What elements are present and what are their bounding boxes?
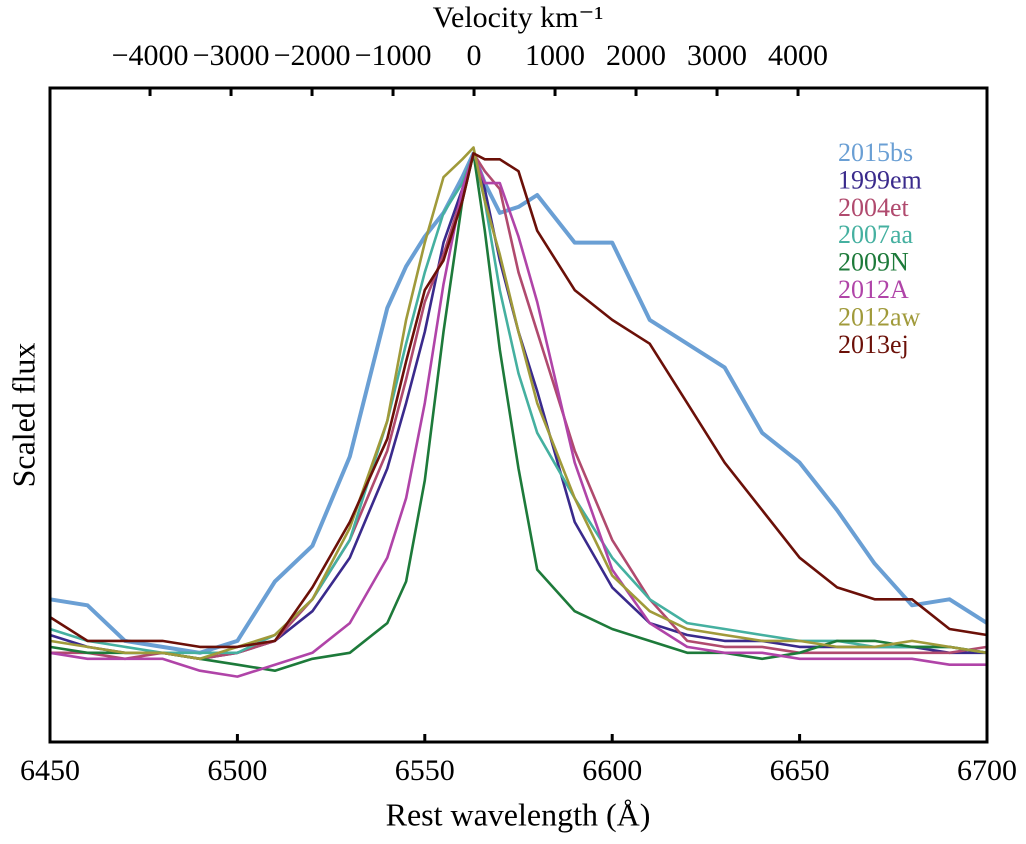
- top-tick-label: −4000: [112, 39, 189, 72]
- top-tick-label: 4000: [768, 39, 828, 72]
- legend-entry: 1999em: [838, 165, 922, 194]
- top-axis-label: Velocity km⁻¹: [433, 1, 604, 34]
- legend-entry: 2007aa: [838, 220, 914, 249]
- legend-entry: 2015bs: [838, 138, 913, 167]
- x-tick-label: 6700: [957, 754, 1017, 787]
- top-tick-label: 0: [467, 39, 482, 72]
- x-axis-label: Rest wavelength (Å): [386, 796, 651, 832]
- legend-entry: 2004et: [838, 193, 910, 222]
- x-tick-label: 6600: [582, 754, 642, 787]
- x-tick-label: 6450: [20, 754, 80, 787]
- legend-entry: 2012A: [838, 275, 909, 304]
- legend-entry: 2012aw: [838, 302, 921, 331]
- x-tick-label: 6500: [207, 754, 267, 787]
- series-line: [49, 152, 987, 678]
- top-tick-label: 1000: [525, 39, 585, 72]
- legend-entry: 2013ej: [838, 330, 909, 359]
- top-tick-label: −1000: [355, 39, 432, 72]
- x-tick-label: 6550: [395, 754, 455, 787]
- top-tick-label: −2000: [274, 39, 351, 72]
- series-line: [49, 152, 988, 649]
- top-tick-label: −3000: [193, 39, 270, 72]
- plot-frame: [48, 86, 989, 744]
- legend-entry: 2009N: [838, 248, 909, 277]
- x-tick-label: 6650: [770, 754, 830, 787]
- y-axis-label: Scaled flux: [5, 343, 41, 488]
- top-tick-label: 3000: [687, 39, 747, 72]
- series-line: [49, 152, 988, 672]
- top-tick-label: 2000: [606, 39, 666, 72]
